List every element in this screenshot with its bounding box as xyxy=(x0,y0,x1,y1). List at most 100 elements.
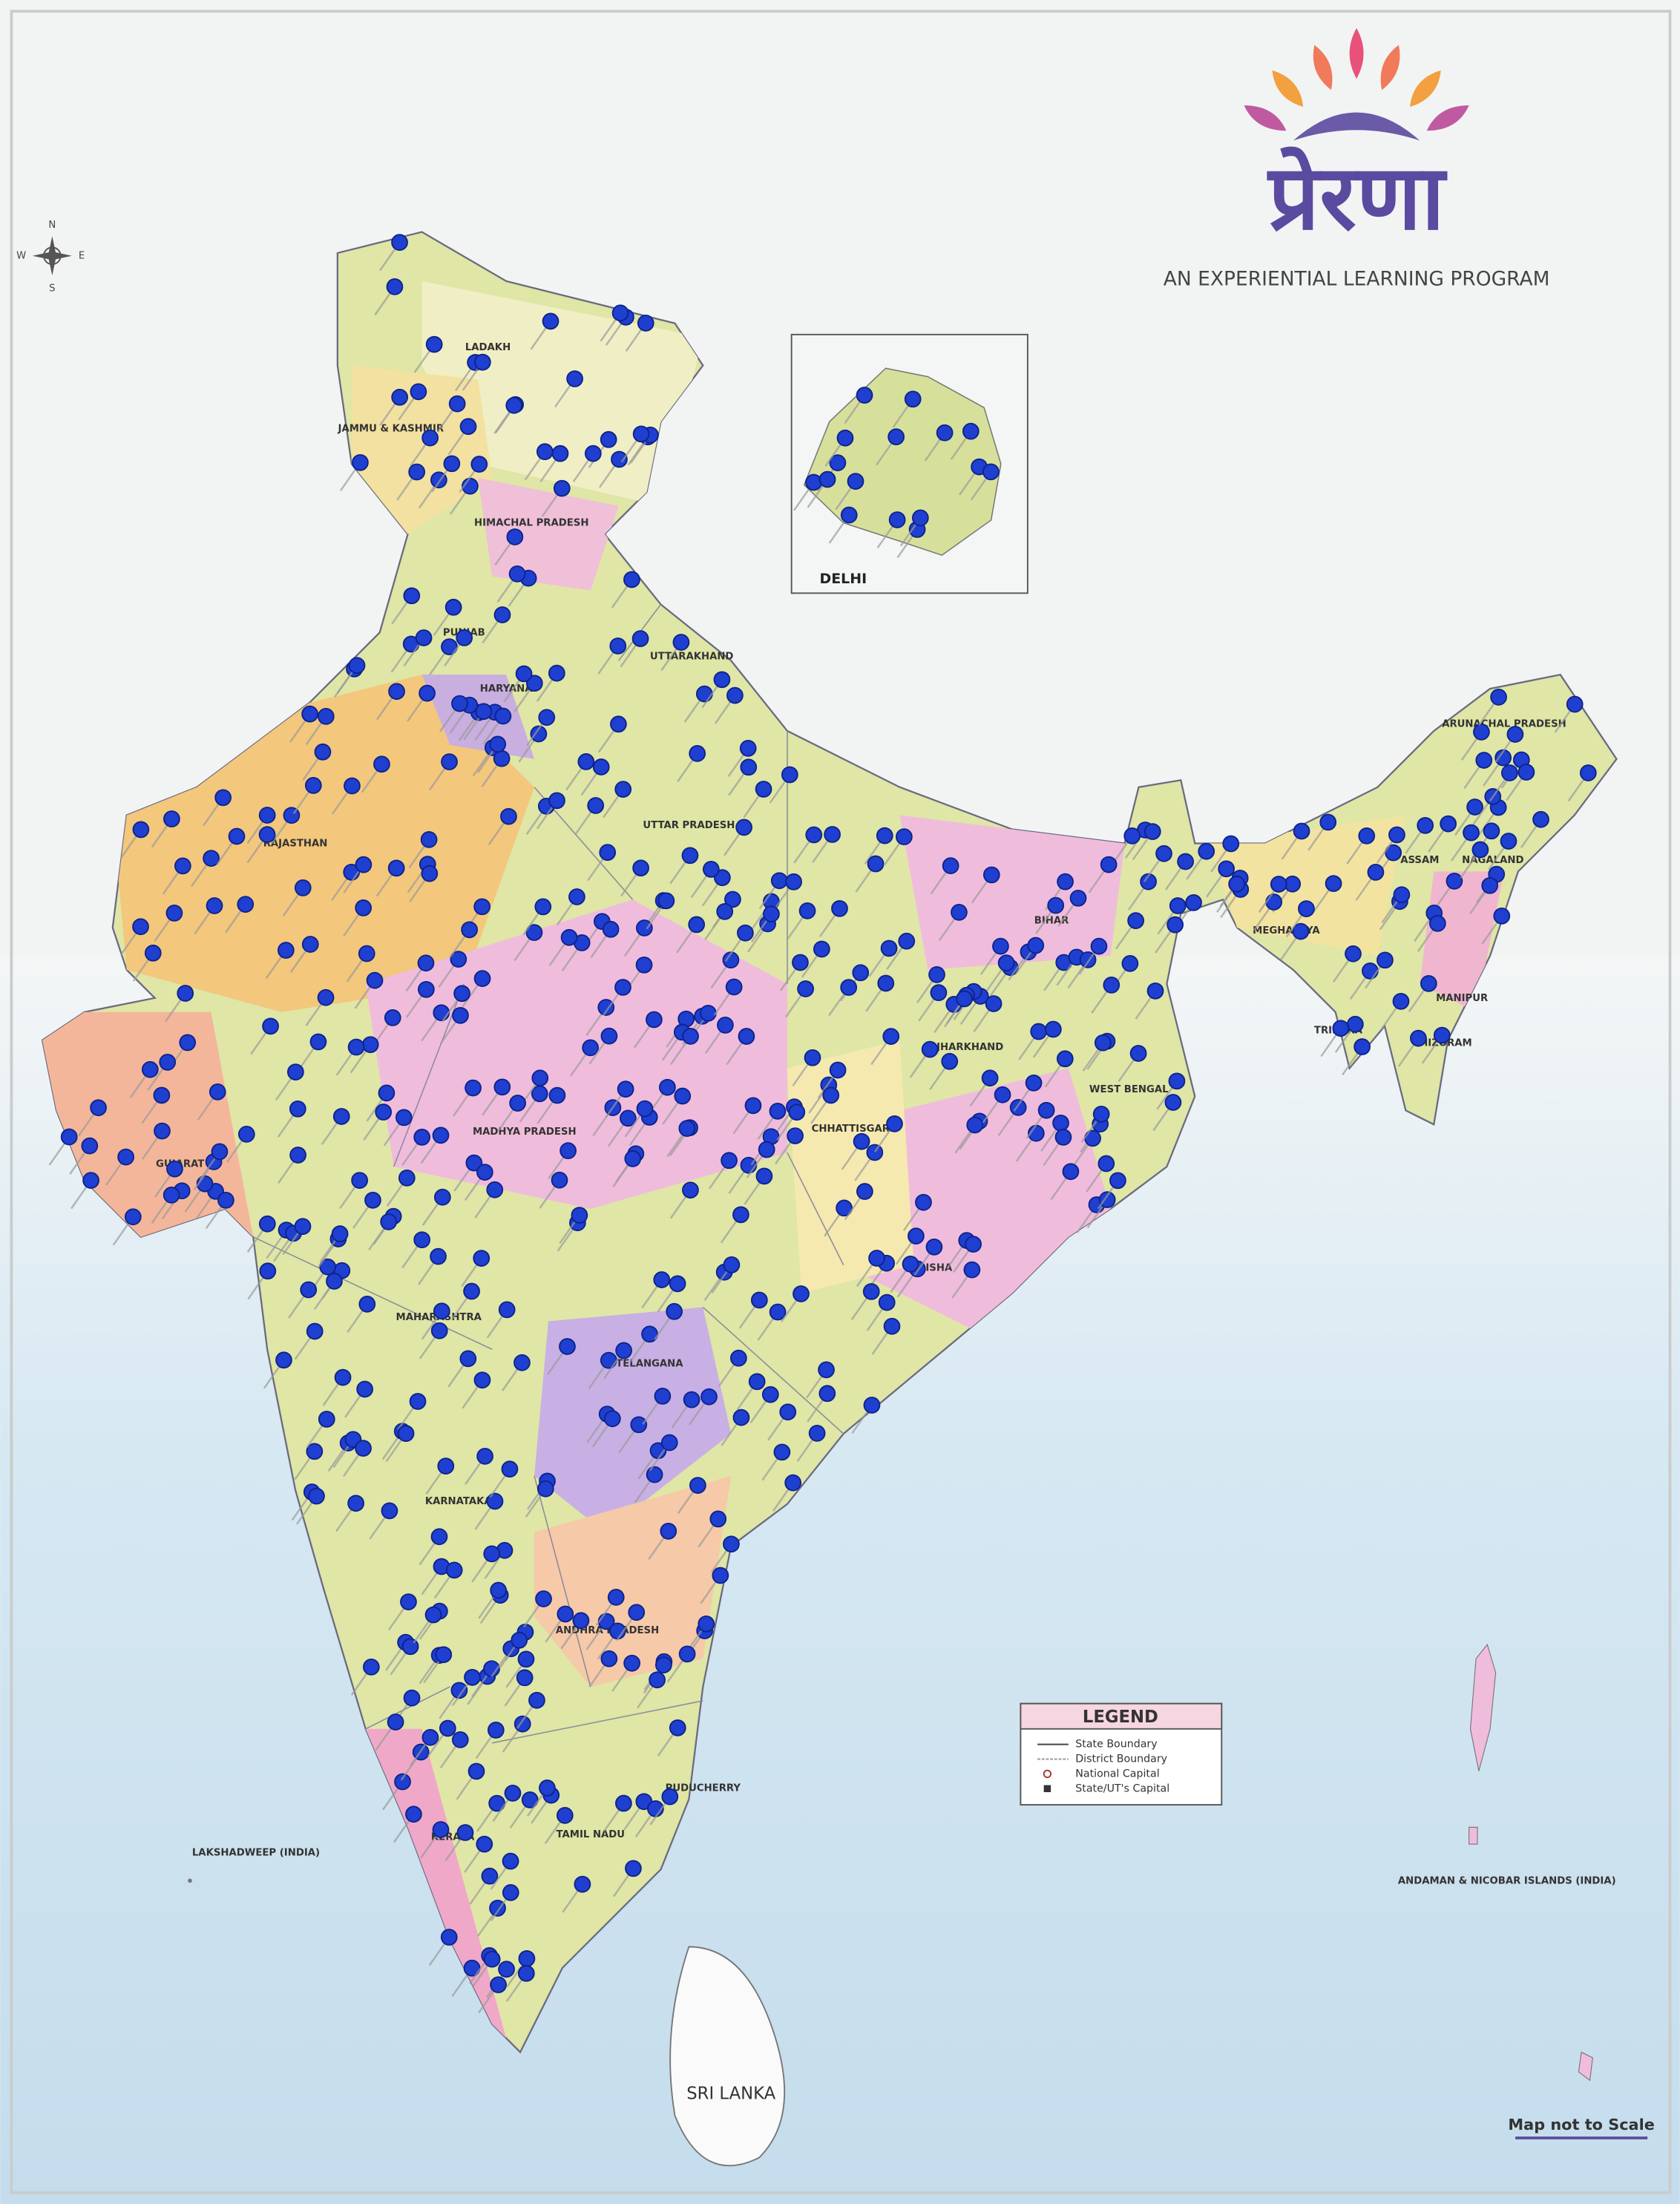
pin-head xyxy=(308,1487,325,1505)
pin-head xyxy=(738,1028,755,1045)
pin-head xyxy=(421,865,439,882)
pin-head xyxy=(461,921,478,939)
pin-head xyxy=(611,450,628,468)
pin-head xyxy=(761,1385,779,1403)
pin-head xyxy=(717,1017,734,1034)
pin-head xyxy=(1025,1074,1043,1092)
pin-head xyxy=(755,781,772,798)
pin-head xyxy=(788,1103,806,1121)
pin-head xyxy=(1466,798,1483,816)
pin-head xyxy=(531,1069,549,1087)
legend-item: National Capital xyxy=(1075,1768,1159,1780)
pin-head xyxy=(713,671,731,689)
pin-head xyxy=(515,665,533,683)
pin-head xyxy=(597,999,615,1016)
pin-head xyxy=(623,571,640,588)
pin-head xyxy=(779,1403,797,1421)
pin-head xyxy=(1027,937,1045,954)
petal xyxy=(1349,27,1364,79)
pin-head xyxy=(649,1671,666,1689)
pin-head xyxy=(528,1691,545,1709)
pin-head xyxy=(144,944,162,962)
pin-head xyxy=(486,1181,504,1198)
pin-head xyxy=(362,1659,380,1676)
logo-lotus xyxy=(1244,27,1469,141)
pin-head xyxy=(443,455,461,473)
pin-head xyxy=(258,826,276,844)
island-label: ANDAMAN & NICOBAR ISLANDS (INDIA) xyxy=(1398,1875,1616,1886)
pin-head xyxy=(1532,810,1549,828)
pin-head xyxy=(856,387,873,404)
pin-head xyxy=(214,789,232,807)
pin-head xyxy=(159,1054,177,1071)
pin-head xyxy=(294,879,312,896)
pin-head xyxy=(659,1078,676,1096)
pin-head xyxy=(366,971,384,989)
pin-head xyxy=(521,1791,539,1808)
pin-head xyxy=(992,937,1009,955)
legend-symbol xyxy=(1043,1769,1052,1779)
pin-head xyxy=(413,1129,431,1146)
petal xyxy=(1293,112,1420,141)
pin-head xyxy=(435,1646,453,1664)
pin-head xyxy=(798,902,816,919)
state-fill xyxy=(42,1011,254,1251)
pin-head xyxy=(1298,900,1315,917)
andaman-islands xyxy=(1469,1643,1593,2082)
pin-head xyxy=(525,675,543,692)
pin-head xyxy=(723,1535,740,1553)
pin-head xyxy=(304,777,322,794)
pin-head xyxy=(559,1338,576,1355)
pin-head xyxy=(770,872,788,890)
pin-head xyxy=(911,509,929,527)
pin-head xyxy=(781,766,798,784)
pin-head xyxy=(448,395,466,413)
pin-head xyxy=(347,1495,364,1512)
pin-head xyxy=(1385,844,1402,862)
pin-head xyxy=(902,1256,919,1273)
pin-head xyxy=(486,1492,504,1510)
pin-head xyxy=(317,708,335,725)
pin-head xyxy=(1097,1155,1115,1172)
pin-head xyxy=(1143,823,1161,840)
pin-head xyxy=(840,979,858,996)
pin-head xyxy=(141,1060,159,1078)
pin-head xyxy=(1030,1023,1048,1040)
petal xyxy=(1313,45,1333,91)
pin-head xyxy=(535,1590,552,1607)
state-fill xyxy=(478,478,619,591)
pin-head xyxy=(887,428,905,446)
pin-head xyxy=(600,430,617,448)
pin-head xyxy=(688,916,706,934)
pin-head xyxy=(863,1397,881,1414)
pin-head xyxy=(1332,1020,1350,1037)
pin-head xyxy=(444,598,462,616)
pin-head xyxy=(483,1545,501,1563)
pin-head xyxy=(117,1148,134,1166)
pin-head xyxy=(1228,875,1245,893)
pin-head xyxy=(319,1258,337,1276)
pin-head xyxy=(632,859,649,877)
region-label: CHHATTISGARH xyxy=(812,1124,898,1135)
pin-head xyxy=(358,1296,376,1313)
pin-head xyxy=(494,707,512,725)
petal xyxy=(1426,105,1469,131)
pin-head xyxy=(868,1250,885,1267)
pin-head xyxy=(331,1225,349,1243)
pin-head xyxy=(1167,916,1184,934)
pin-head xyxy=(364,1191,381,1209)
pin-head xyxy=(347,1038,365,1056)
pin-head xyxy=(888,511,906,528)
pin-head xyxy=(557,1605,574,1623)
pin-head xyxy=(538,709,556,727)
pin-head xyxy=(637,314,654,332)
pin-head xyxy=(1292,922,1310,940)
lakshadweep-island xyxy=(188,1878,192,1883)
pin-head xyxy=(1057,873,1074,891)
state-fill xyxy=(787,1040,914,1293)
pin-head xyxy=(381,1502,398,1520)
compass-n: N xyxy=(48,220,56,231)
pin-head xyxy=(700,1388,718,1406)
pin-head xyxy=(397,1425,415,1443)
pin-head xyxy=(258,807,276,824)
